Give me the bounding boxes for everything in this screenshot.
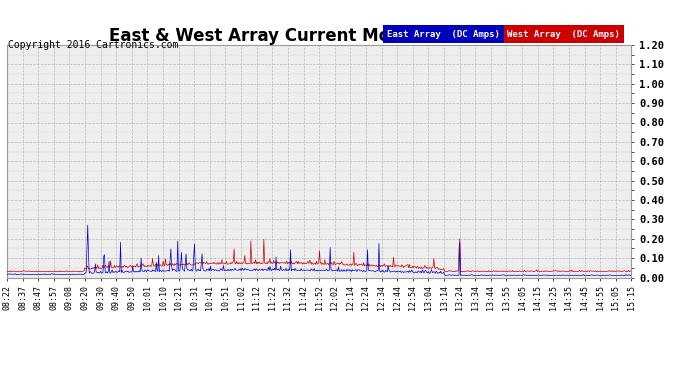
Text: West Array  (DC Amps): West Array (DC Amps) xyxy=(507,30,620,39)
Text: Copyright 2016 Cartronics.com: Copyright 2016 Cartronics.com xyxy=(8,40,179,51)
Title: East & West Array Current Mon Dec 19 15:23: East & West Array Current Mon Dec 19 15:… xyxy=(108,27,530,45)
Text: East Array  (DC Amps): East Array (DC Amps) xyxy=(386,30,500,39)
